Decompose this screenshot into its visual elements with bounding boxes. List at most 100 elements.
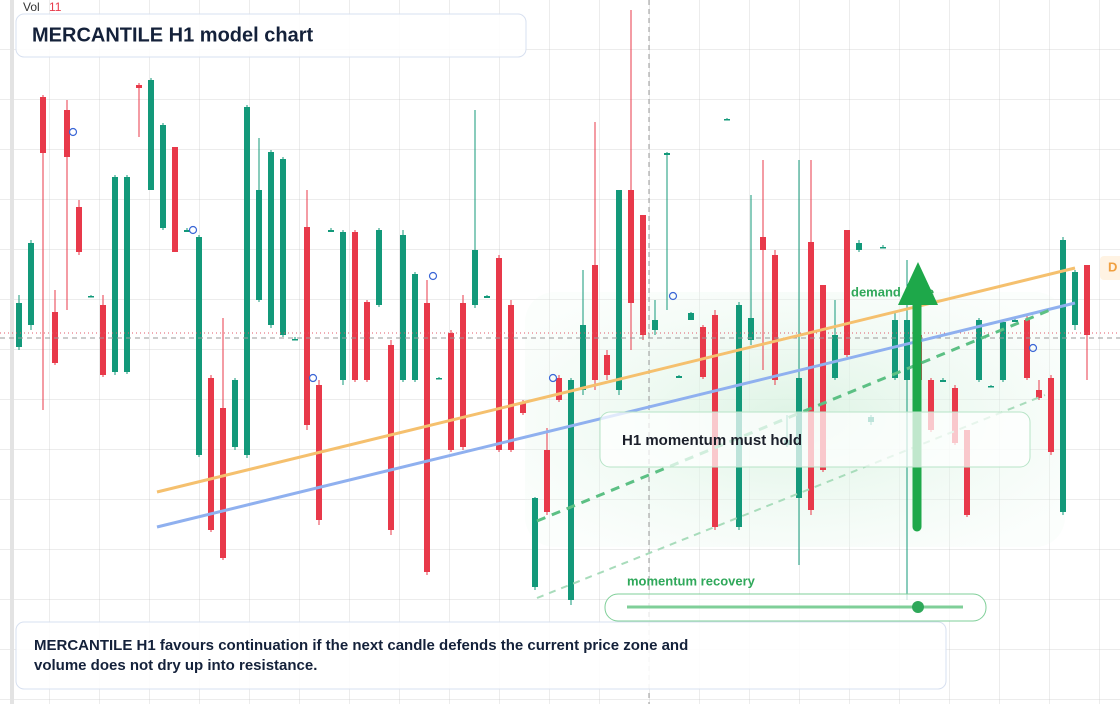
candle-body [472,250,478,305]
candle-body [928,380,934,430]
title: MERCANTILE H1 model chart [32,24,313,46]
candle-body [280,159,286,335]
candle-body [496,258,502,450]
candle-body [172,147,178,252]
candle-body [976,320,982,380]
note: MERCANTILE H1 favours continuation if th… [34,637,689,674]
candle-body [700,327,706,377]
candle-body [676,376,682,378]
note-frame: MERCANTILE H1 favours continuation if th… [34,637,689,674]
candle-body [688,313,694,320]
candle-body [520,403,526,413]
candle-body [1036,390,1042,398]
candle-body [244,107,250,455]
candle-body [760,237,766,250]
candle-body [616,190,622,390]
candle-body [136,85,142,88]
candle-body [1048,378,1054,452]
candle-body [40,97,46,153]
candle-body [232,380,238,447]
title-box [15,13,527,58]
candle-body [208,378,214,530]
momentum-recovery-label: momentum recovery [627,573,756,588]
candle-body [460,303,466,447]
candle-body [484,296,490,298]
candle-body [604,355,610,375]
candle-body [376,230,382,305]
candle-body [772,255,778,380]
slider-knob [912,601,924,613]
candle-body [652,320,658,330]
candle-body [88,296,94,298]
candle-body [148,80,154,190]
candle-body [16,303,22,347]
candle-body [400,235,406,380]
markers [68,127,1038,383]
candle-body [892,320,898,378]
candle-body [256,190,262,300]
candle-body [76,207,82,252]
candle-body [352,232,358,380]
candle-body [1012,320,1018,322]
candle-body [412,274,418,380]
note-box [15,621,947,690]
candle-body [880,247,886,249]
momentum-box [599,411,1031,468]
candle-body [628,190,634,303]
candle-body [196,237,202,455]
candle-body [664,153,670,155]
momentum-box-text: H1 momentum must hold [622,432,802,449]
vol-value: 11 [49,0,62,14]
vol-label: Vol [23,0,40,14]
candle-body [1024,320,1030,378]
candle-body [1072,272,1078,325]
candle-body [292,339,298,341]
candle-body [532,498,538,587]
candle-body [304,227,310,425]
candle-body [820,285,826,470]
candle-body [832,335,838,378]
candle-body [160,125,166,228]
level-tag-box [1100,256,1120,280]
candle-body [640,215,646,335]
candle-body [844,230,850,355]
candle-body [556,378,562,400]
candle-body [940,380,946,382]
candle-body [436,378,442,380]
candle-body [1084,265,1090,335]
candle-body [184,230,190,232]
candles [16,10,1090,605]
candle-body [340,232,346,380]
candle-body [268,152,274,325]
candle-body [328,230,334,232]
candle-body [592,265,598,380]
candle-body [124,177,130,372]
candle-body [64,110,70,157]
candle-body [544,450,550,512]
trend-line-orange [156,266,1076,494]
candle-body [580,325,586,390]
candle-body [100,305,106,375]
candle-body [28,243,34,325]
candle-body [748,318,754,340]
candle-body [424,303,430,572]
candle-body [112,177,118,372]
candle-body [808,242,814,510]
candle-body [904,320,910,380]
candle-body [1060,240,1066,512]
candle-body [364,302,370,380]
candle-body [856,243,862,250]
candle-body [724,119,730,121]
candle-body [1000,322,1006,380]
level-tag: D [1108,259,1117,274]
candle-body [220,408,226,558]
left-edge [10,0,14,704]
candle-body [388,345,394,530]
candle-body [988,386,994,388]
candle-body [448,333,454,450]
candle-body [508,305,514,450]
candle-body [568,380,574,600]
candle-body [964,430,970,515]
